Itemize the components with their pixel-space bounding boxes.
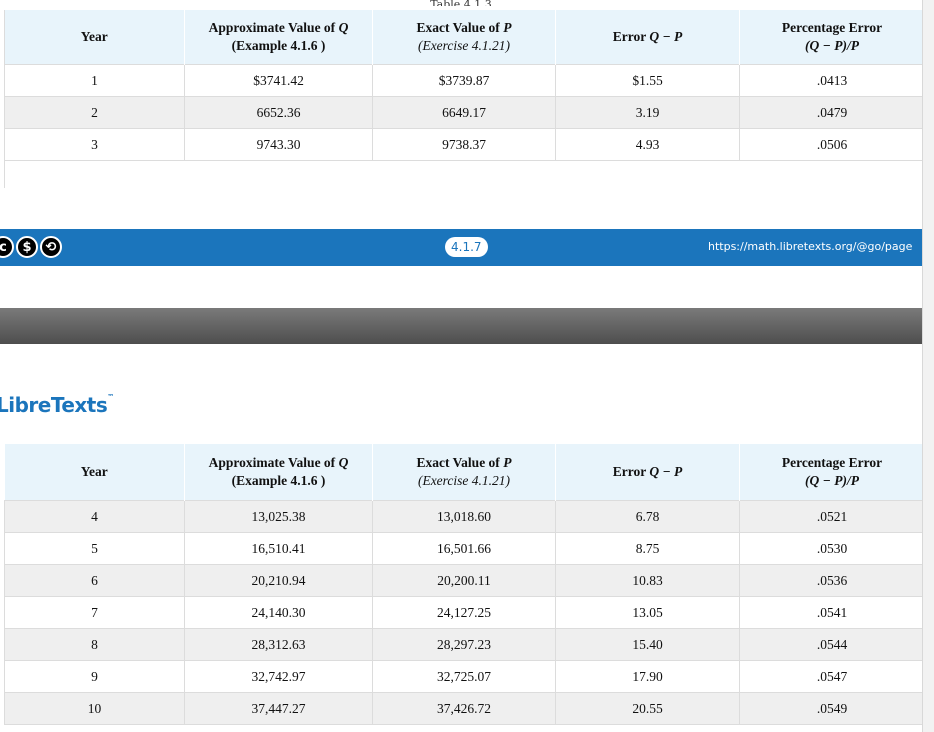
page-break-band <box>0 308 922 344</box>
header-year: Year <box>4 10 185 65</box>
table-row: 3 9743.30 9738.37 4.93.0506 <box>4 128 925 161</box>
cell-approx: 24,140.30 <box>184 596 373 629</box>
cell-exact: $3739.87 <box>372 64 556 97</box>
header-percentage: Percentage Error (Q − P)/P <box>739 444 925 501</box>
libretexts-logo[interactable]: LibreTexts™ <box>0 393 114 417</box>
noncommercial-icon: $ <box>16 236 38 258</box>
table-caption: Table 4.1.3 <box>0 0 922 6</box>
cell-error: 15.40 <box>555 628 740 661</box>
header-error: Error Q − P <box>555 10 740 65</box>
cell-approx: 20,210.94 <box>184 564 373 597</box>
cell-year: 5 <box>4 532 185 565</box>
cell-year: 6 <box>4 564 185 597</box>
cell-pct: .0479 <box>739 96 925 129</box>
table-header-row: Year Approximate Value of Q (Example 4.1.… <box>4 444 925 501</box>
header-year: Year <box>4 444 185 501</box>
cc-license-icons[interactable]: c $ ⟲ <box>0 236 62 258</box>
table-row: 4 13,025.38 13,018.60 6.78.0521 <box>4 500 925 533</box>
error-table-part-2: Year Approximate Value of Q (Example 4.1.… <box>4 444 925 725</box>
page-url-link[interactable]: https://math.libretexts.org/@go/page <box>708 240 913 253</box>
header-error: Error Q − P <box>555 444 740 501</box>
cell-approx: $3741.42 <box>184 64 373 97</box>
table-row: 5 16,510.41 16,501.66 8.75.0530 <box>4 532 925 565</box>
cell-error: 6.78 <box>555 500 740 533</box>
table-row: 2 6652.36 6649.17 3.19.0479 <box>4 96 925 129</box>
cell-approx: 13,025.38 <box>184 500 373 533</box>
cell-pct: .0521 <box>739 500 925 533</box>
cell-pct: .0544 <box>739 628 925 661</box>
page-footer: c $ ⟲ 4.1.7 https://math.libretexts.org/… <box>0 229 922 266</box>
cell-error: 8.75 <box>555 532 740 565</box>
page-number-badge: 4.1.7 <box>445 237 488 257</box>
cell-pct: .0549 <box>739 692 925 725</box>
cell-year: 8 <box>4 628 185 661</box>
cell-exact: 16,501.66 <box>372 532 556 565</box>
cell-pct: .0413 <box>739 64 925 97</box>
cc-icon: c <box>0 236 14 258</box>
cell-approx: 32,742.97 <box>184 660 373 693</box>
cell-year: 7 <box>4 596 185 629</box>
scrollbar-track[interactable] <box>922 0 934 732</box>
error-table-part-1: Year Approximate Value of Q (Example 4.1.… <box>4 10 925 161</box>
cell-error: 20.55 <box>555 692 740 725</box>
table-row: 10 37,447.27 37,426.72 20.55.0549 <box>4 692 925 725</box>
cell-year: 4 <box>4 500 185 533</box>
table-row: 7 24,140.30 24,127.25 13.05.0541 <box>4 596 925 629</box>
cell-year: 10 <box>4 692 185 725</box>
cell-pct: .0536 <box>739 564 925 597</box>
table-row: 8 28,312.63 28,297.23 15.40.0544 <box>4 628 925 661</box>
cell-error: 10.83 <box>555 564 740 597</box>
header-exact: Exact Value of P (Exercise 4.1.21) <box>372 10 556 65</box>
header-percentage: Percentage Error (Q − P)/P <box>739 10 925 65</box>
cell-year: 9 <box>4 660 185 693</box>
cell-exact: 32,725.07 <box>372 660 556 693</box>
table-row: 6 20,210.94 20,200.11 10.83.0536 <box>4 564 925 597</box>
cell-exact: 20,200.11 <box>372 564 556 597</box>
header-approx: Approximate Value of Q (Example 4.1.6 ) <box>184 444 373 501</box>
cell-year: 3 <box>4 128 185 161</box>
table-row: 1 $3741.42 $3739.87 $1.55.0413 <box>4 64 925 97</box>
header-approx: Approximate Value of Q (Example 4.1.6 ) <box>184 10 373 65</box>
cell-pct: .0530 <box>739 532 925 565</box>
cell-error: 13.05 <box>555 596 740 629</box>
cell-exact: 13,018.60 <box>372 500 556 533</box>
cell-exact: 6649.17 <box>372 96 556 129</box>
cell-year: 2 <box>4 96 185 129</box>
cell-year: 1 <box>4 64 185 97</box>
cell-pct: .0506 <box>739 128 925 161</box>
cell-exact: 37,426.72 <box>372 692 556 725</box>
table-row: 9 32,742.97 32,725.07 17.90.0547 <box>4 660 925 693</box>
cell-exact: 24,127.25 <box>372 596 556 629</box>
cell-exact: 9738.37 <box>372 128 556 161</box>
cell-approx: 37,447.27 <box>184 692 373 725</box>
cell-approx: 28,312.63 <box>184 628 373 661</box>
cell-pct: .0541 <box>739 596 925 629</box>
cell-exact: 28,297.23 <box>372 628 556 661</box>
sharealike-icon: ⟲ <box>40 236 62 258</box>
cell-pct: .0547 <box>739 660 925 693</box>
table-header-row: Year Approximate Value of Q (Example 4.1.… <box>4 10 925 65</box>
page-gap <box>0 266 922 308</box>
cell-error: 4.93 <box>555 128 740 161</box>
cell-approx: 16,510.41 <box>184 532 373 565</box>
cell-error: 3.19 <box>555 96 740 129</box>
header-exact: Exact Value of P (Exercise 4.1.21) <box>372 444 556 501</box>
cell-approx: 9743.30 <box>184 128 373 161</box>
cell-approx: 6652.36 <box>184 96 373 129</box>
cell-error: 17.90 <box>555 660 740 693</box>
cell-error: $1.55 <box>555 64 740 97</box>
